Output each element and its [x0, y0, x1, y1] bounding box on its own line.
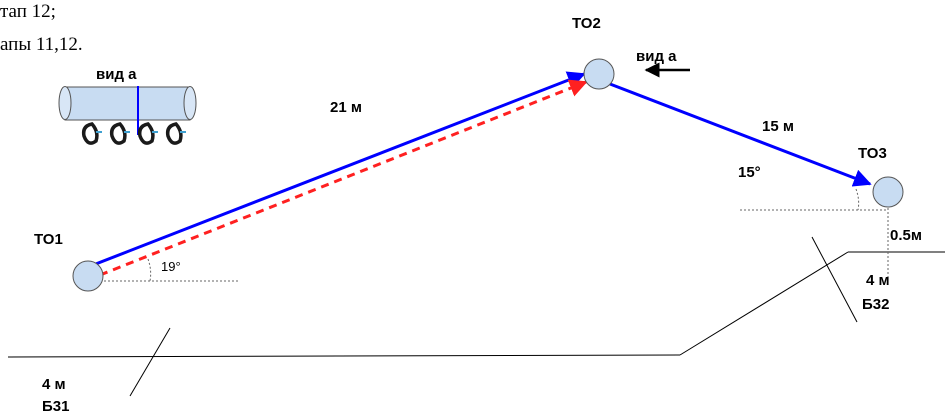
- belay-b31-marker: [129, 327, 171, 397]
- ground-line-lower: [7, 354, 681, 358]
- label-to3: ТО3: [858, 145, 887, 162]
- carabiners: [81, 122, 183, 145]
- belay-b32-name: Б32: [862, 296, 889, 313]
- pipe-end-left: [58, 86, 72, 120]
- angle-to3: 15°: [738, 164, 761, 181]
- rope-dashed-to1-to2: [99, 79, 588, 277]
- rope-to2-to3: [609, 82, 872, 187]
- height-to3: 0.5м: [890, 227, 922, 244]
- belay-b32-marker: [811, 236, 858, 323]
- belay-b31-distance: 4 м: [42, 376, 66, 393]
- pipe-body: [64, 86, 191, 121]
- header-line-2: апы 11,12.: [0, 34, 83, 55]
- distance-to2-to3: 15 м: [762, 118, 794, 135]
- label-to1: ТО1: [34, 231, 63, 248]
- angle-arc-to1: [147, 258, 152, 282]
- point-to2: [583, 58, 615, 90]
- point-to3: [872, 176, 904, 208]
- angle-to1: 19°: [161, 259, 181, 274]
- point-to1: [72, 260, 104, 292]
- rope-to1-to2: [87, 71, 586, 269]
- pipe-end-right: [183, 86, 197, 120]
- ground-line-slope: [679, 251, 849, 356]
- header-line-1: тап 12;: [0, 1, 56, 22]
- view-label-arrow: вид а: [636, 48, 677, 65]
- distance-to1-to2: 21 м: [330, 99, 362, 116]
- view-a-inset: [58, 86, 197, 145]
- belay-b31-name: Б31: [42, 398, 69, 414]
- angle-arc-to3: [855, 188, 860, 211]
- label-to2: ТО2: [572, 15, 601, 32]
- belay-b32-distance: 4 м: [866, 272, 890, 289]
- view-label-small: вид а: [96, 66, 137, 83]
